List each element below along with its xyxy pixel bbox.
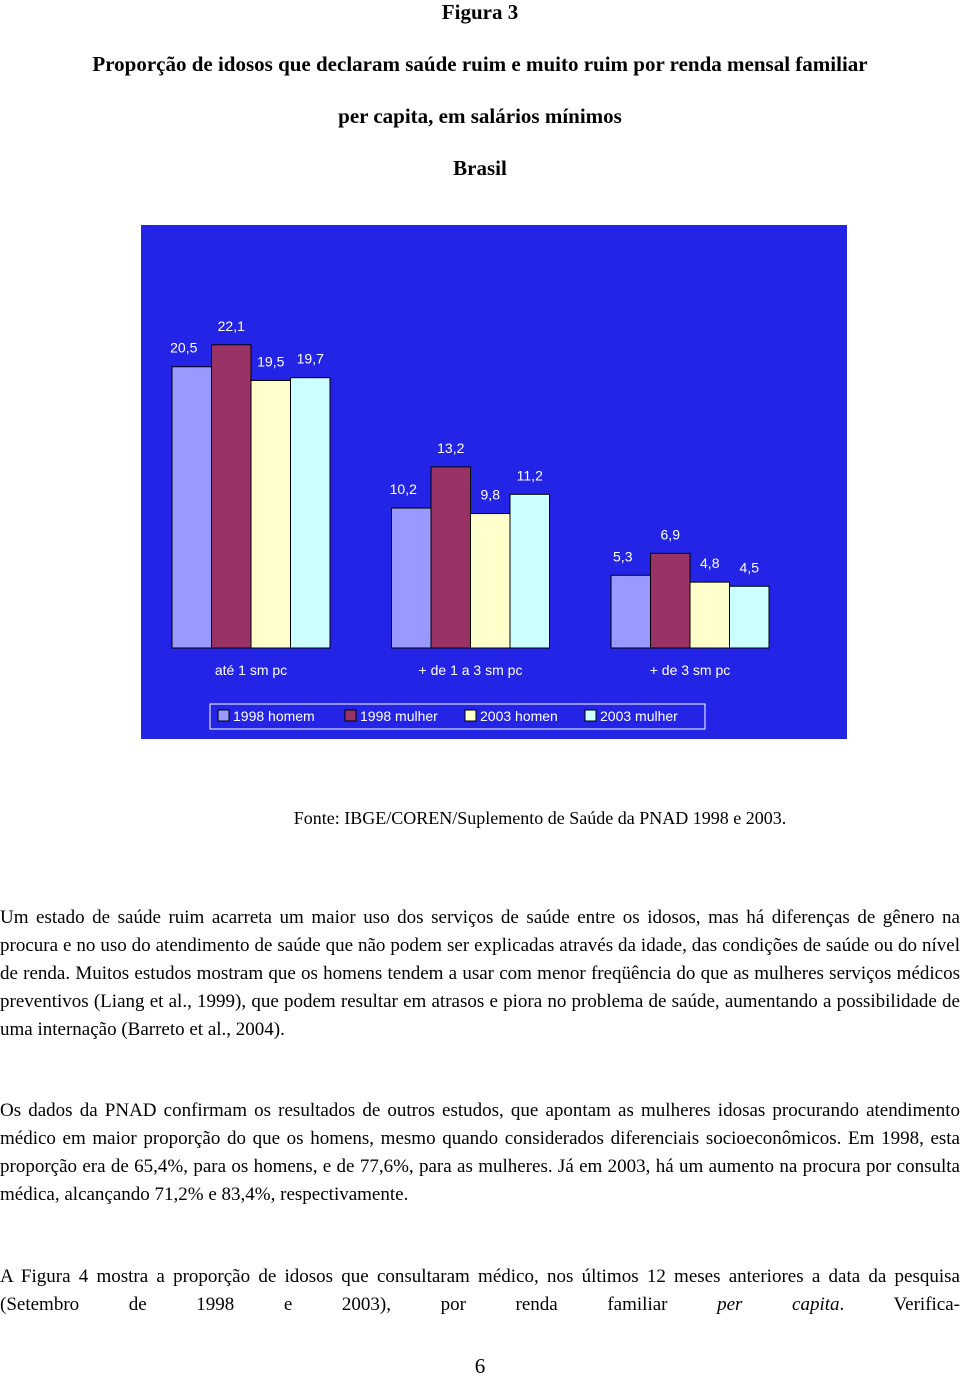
bar <box>470 513 511 649</box>
page-number: 6 <box>474 1354 486 1378</box>
bar <box>290 377 331 649</box>
data-label: 19,7 <box>297 351 324 367</box>
legend-box <box>209 703 706 730</box>
category-label: até 1 sm pc <box>215 662 287 678</box>
bar <box>391 507 432 649</box>
text: A Figura 4 mostra a proporção de idosos … <box>0 1266 960 1315</box>
title-line: Brasil <box>453 156 507 180</box>
legend-swatch <box>217 709 230 722</box>
bar <box>650 552 691 649</box>
data-label: 5,3 <box>613 548 633 564</box>
data-label: 4,8 <box>700 555 720 571</box>
legend-swatch <box>464 709 477 722</box>
bar <box>509 493 550 649</box>
category-label: + de 1 a 3 sm pc <box>419 662 523 678</box>
italic-text: per capita <box>717 1294 840 1315</box>
data-label: 13,2 <box>437 440 464 456</box>
figure-label: Figura 3 <box>441 0 519 24</box>
bar <box>211 344 252 649</box>
paragraph: Os dados da PNAD confirmam os resultados… <box>0 1100 960 1205</box>
legend-label: 1998 mulher <box>360 708 438 724</box>
bar <box>430 466 471 649</box>
bar <box>610 574 651 649</box>
legend-label: 2003 mulher <box>600 708 678 724</box>
data-label: 11,2 <box>517 467 543 483</box>
bar <box>689 581 730 649</box>
legend-label: 2003 homen <box>480 708 558 724</box>
data-label: 19,5 <box>257 353 284 369</box>
chart: 20,5 22,1 19,5 19,7 até 1 sm pc 10,2 13,2 9,8 11… <box>141 225 847 739</box>
legend-swatch <box>584 709 597 722</box>
paragraph: A Figura 4 mostra a proporção de idosos … <box>0 1263 960 1319</box>
data-label: 10,2 <box>390 481 417 497</box>
text: . Verifica- <box>839 1294 960 1315</box>
paragraph: Um estado de saúde ruim acarreta um maio… <box>0 907 960 1040</box>
title-line: per capita, em salários mínimos <box>338 104 622 128</box>
data-label: 9,8 <box>481 487 501 503</box>
bar <box>729 585 770 649</box>
data-label: 4,5 <box>740 559 760 575</box>
data-label: 20,5 <box>170 340 197 356</box>
source: Fonte: IBGE/COREN/Suplemento de Saúde da… <box>293 808 787 828</box>
title-line: Proporção de idosos que declaram saúde r… <box>92 52 868 76</box>
bar <box>250 379 291 649</box>
data-label: 22,1 <box>218 318 245 334</box>
legend-label: 1998 homem <box>233 708 315 724</box>
data-label: 6,9 <box>661 526 681 542</box>
bar <box>171 366 212 649</box>
legend-swatch <box>344 709 357 722</box>
category-label: + de 3 sm pc <box>650 662 731 678</box>
